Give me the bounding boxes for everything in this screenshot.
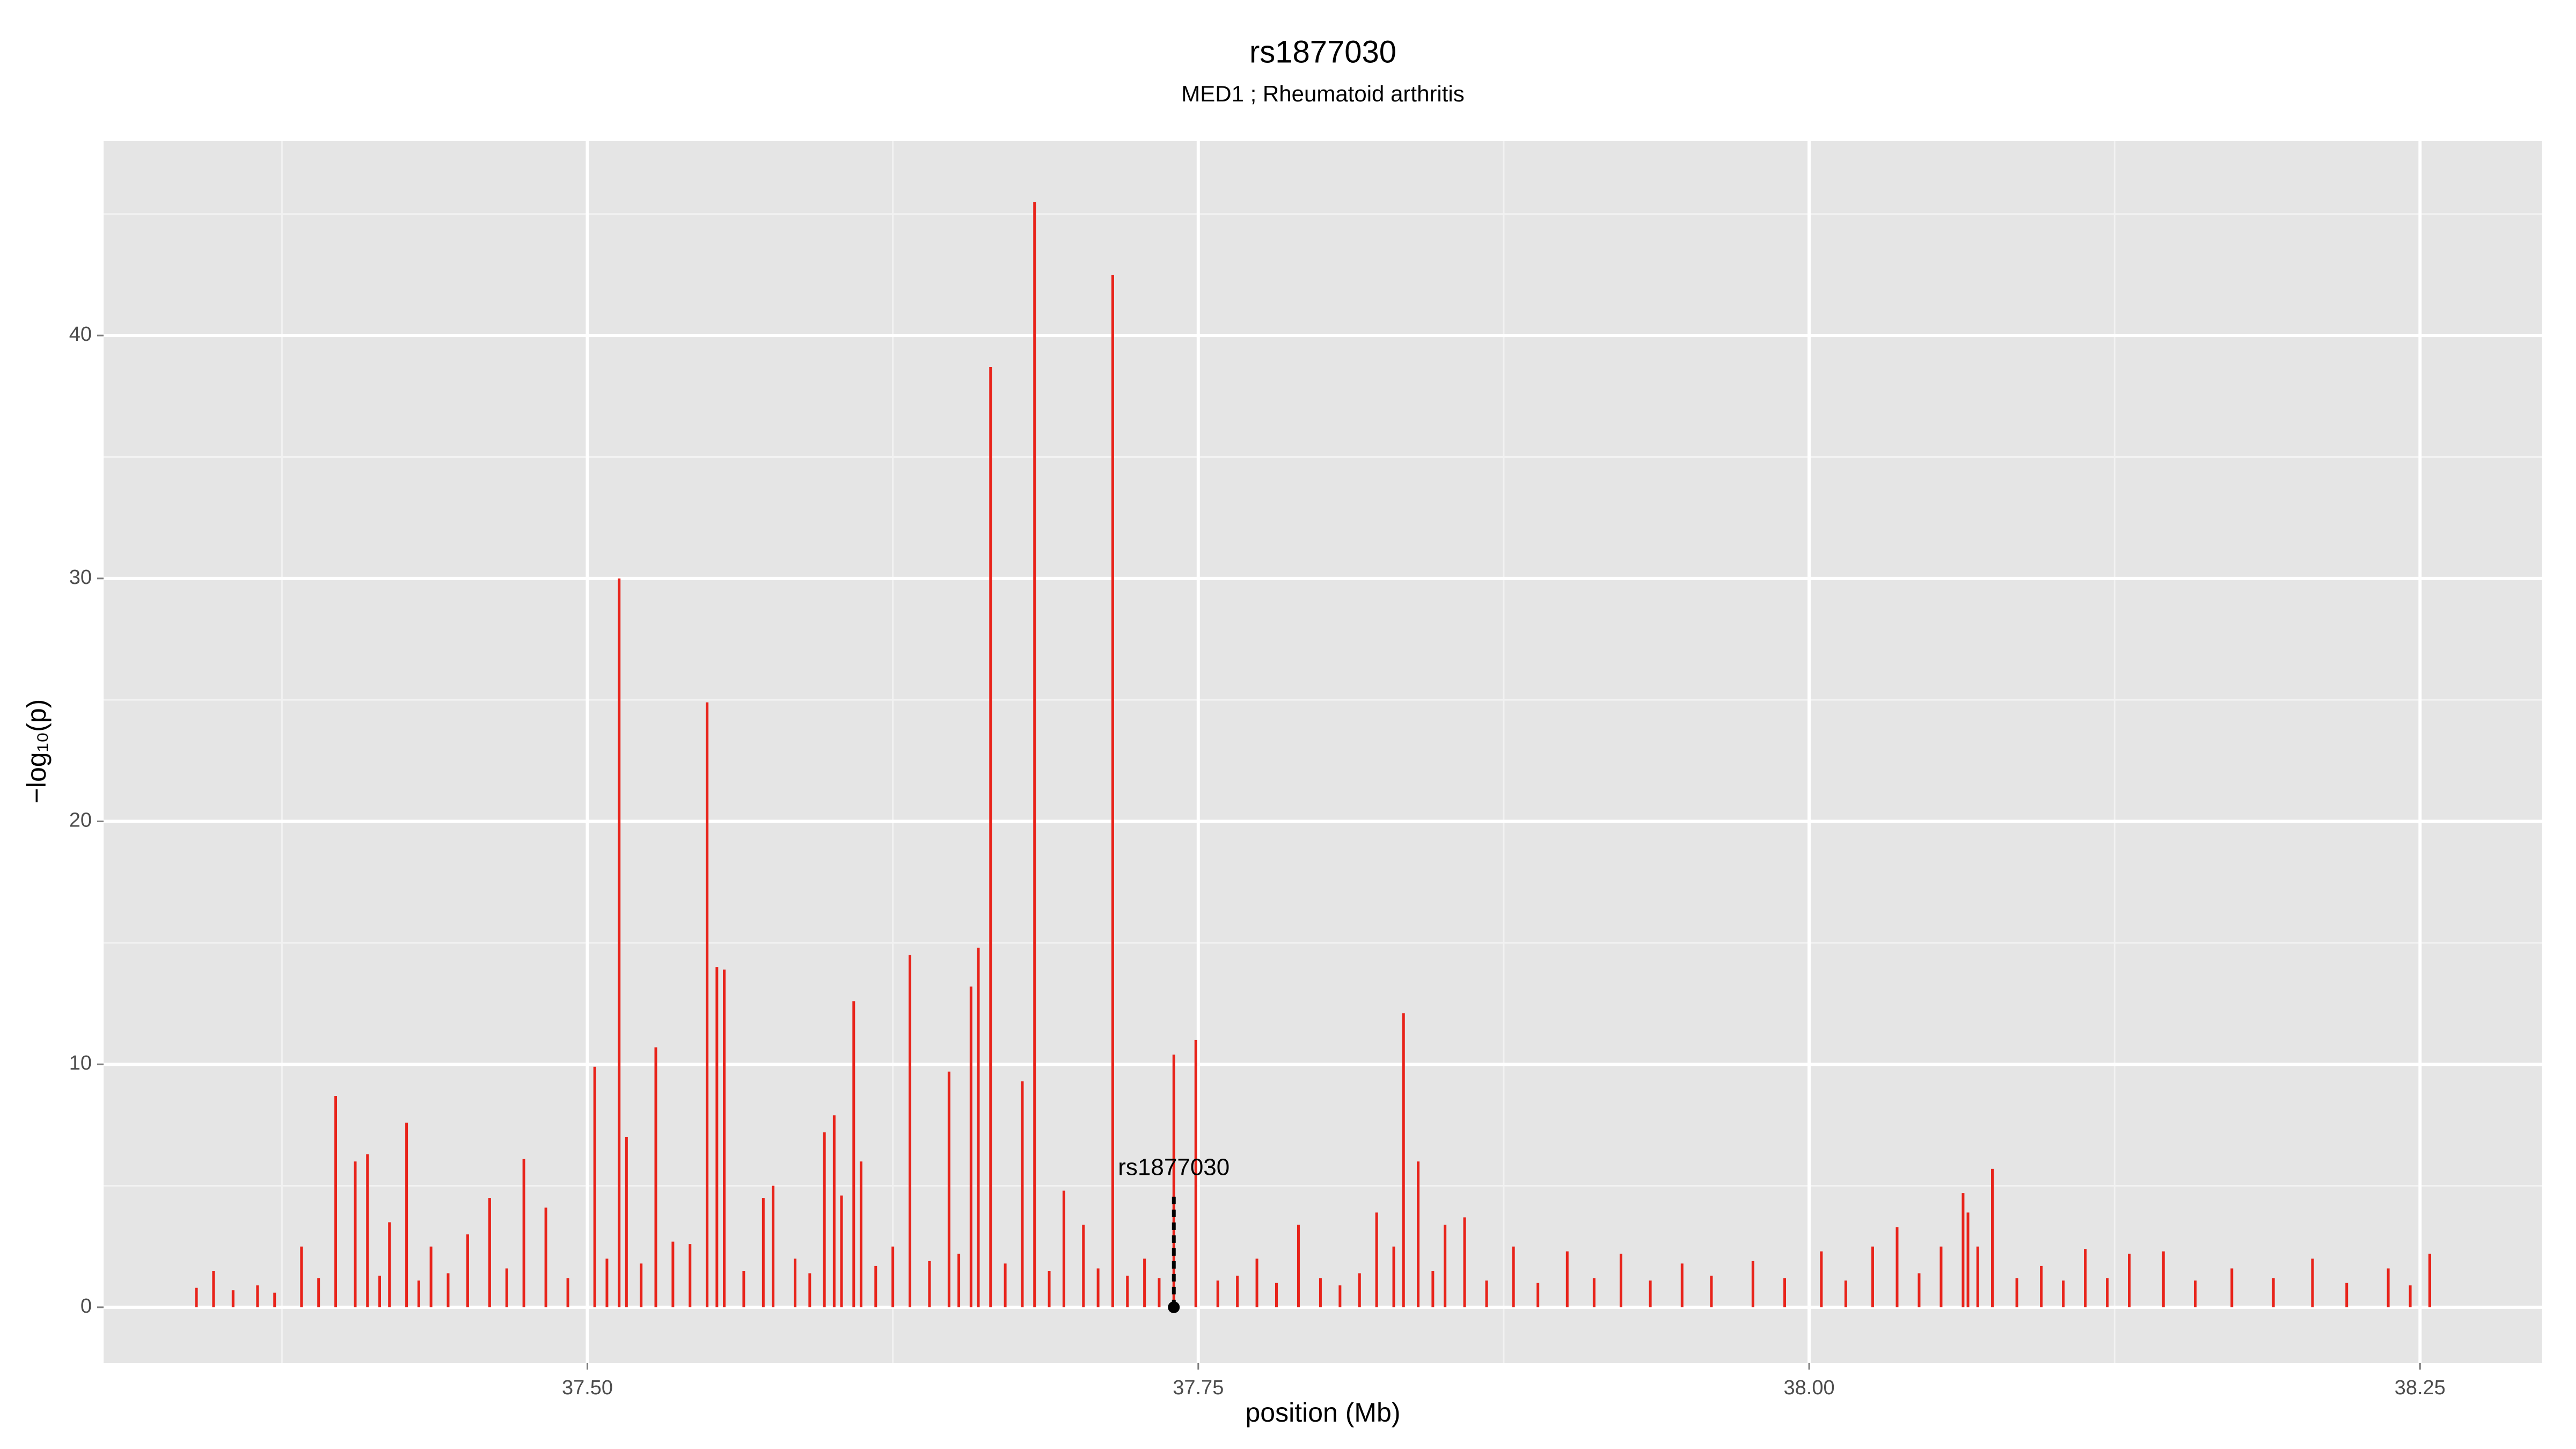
x-axis-title: position (Mb): [1246, 1397, 1401, 1428]
y-tick-label: 30: [69, 566, 92, 589]
x-tick-label: 37.50: [562, 1377, 613, 1399]
y-tick-label: 0: [80, 1295, 92, 1318]
x-tick-label: 38.00: [1784, 1377, 1835, 1399]
x-tick-label: 37.75: [1173, 1377, 1224, 1399]
y-axis-title: −log₁₀(p): [21, 699, 52, 804]
x-tick-label: 38.25: [2395, 1377, 2446, 1399]
annotation-label: rs1877030: [1118, 1154, 1230, 1180]
y-tick-label: 20: [69, 809, 92, 832]
y-tick-label: 40: [69, 323, 92, 346]
y-tick-label: 10: [69, 1052, 92, 1074]
plot-background: [104, 141, 2542, 1363]
annotation-point: [1168, 1301, 1180, 1313]
chart-subtitle: MED1 ; Rheumatoid arthritis: [1181, 81, 1465, 106]
chart-title: rs1877030: [1249, 34, 1396, 69]
